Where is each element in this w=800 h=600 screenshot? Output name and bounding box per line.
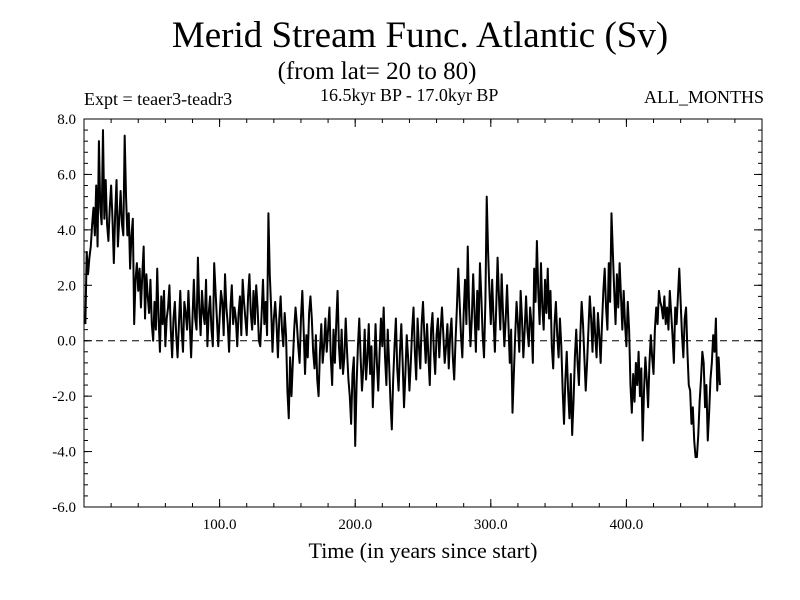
y-tick-label: 0.0	[57, 334, 76, 350]
data-series-line	[84, 129, 721, 459]
y-tick-label: 4.0	[57, 223, 76, 239]
x-tick-label: 100.0	[203, 517, 237, 533]
y-tick-label: -2.0	[52, 389, 76, 405]
y-tick-label: -4.0	[52, 445, 76, 461]
x-axis-label: Time (in years since start)	[308, 538, 538, 563]
chart-title: Merid Stream Func. Atlantic (Sv)	[171, 15, 669, 56]
chart-subtitle: (from lat= 20 to 80)	[277, 58, 477, 85]
plot-frame	[83, 118, 763, 508]
months-label: ALL_MONTHS	[644, 87, 764, 107]
y-tick-label: 8.0	[57, 112, 76, 128]
y-tick-label: 6.0	[57, 167, 76, 183]
y-tick-label: -6.0	[52, 500, 76, 516]
y-tick-label: 2.0	[57, 278, 76, 294]
experiment-label: Expt = teaer3-teadr3	[84, 89, 233, 109]
x-tick-label: 300.0	[474, 517, 508, 533]
x-tick-label: 400.0	[610, 517, 644, 533]
period-label: 16.5kyr BP - 17.0kyr BP	[320, 85, 499, 105]
x-tick-label: 200.0	[338, 517, 372, 533]
